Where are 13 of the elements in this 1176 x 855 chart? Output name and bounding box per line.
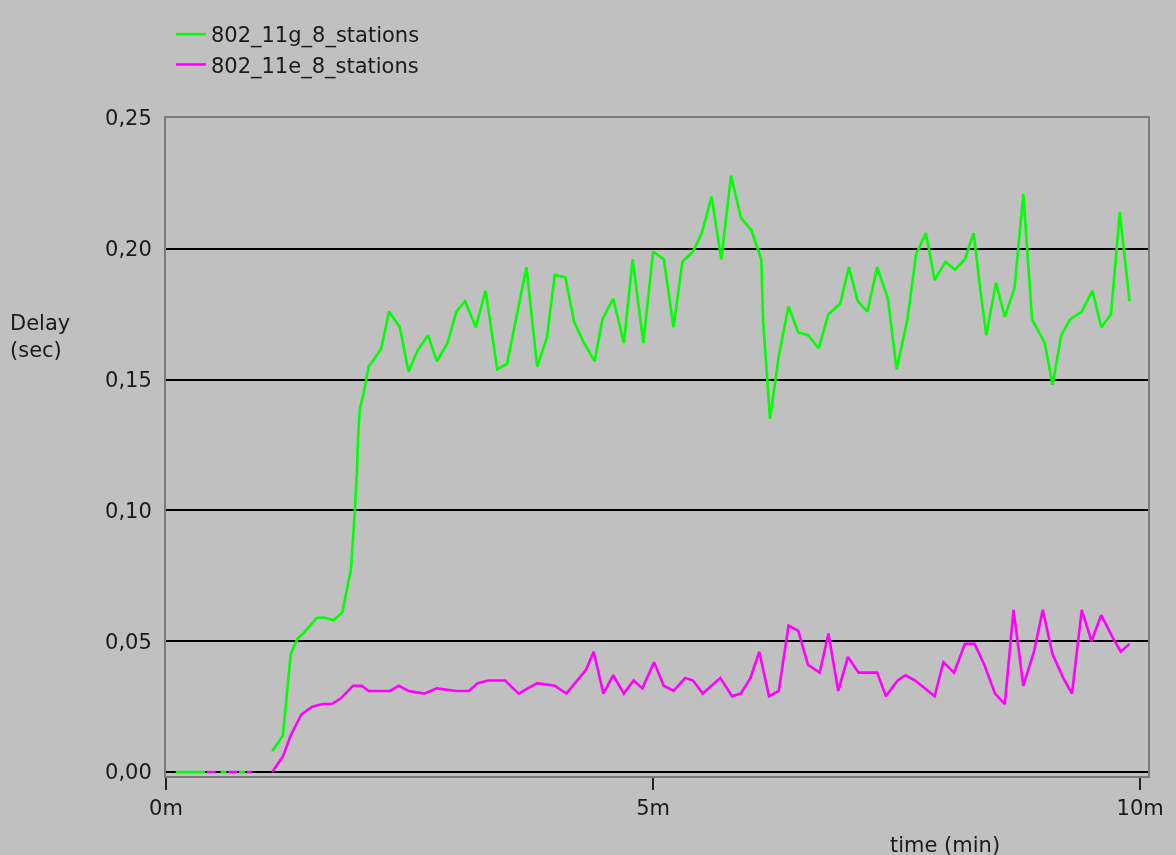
legend-label: 802_11g_8_stations bbox=[210, 23, 420, 49]
x-tick-label: 0m bbox=[149, 796, 183, 821]
x-tick-label: 5m bbox=[636, 796, 671, 821]
y-tick-label: 0,00 bbox=[105, 760, 152, 785]
y-tick-label: 0,20 bbox=[105, 237, 152, 262]
y-tick-label: 0,15 bbox=[105, 367, 152, 392]
x-axis-title: time (min) bbox=[890, 833, 1001, 855]
y-tick-label: 0,25 bbox=[105, 106, 152, 131]
y-tick-label: 0,10 bbox=[105, 498, 152, 523]
y-axis-title: Delay (sec) bbox=[10, 311, 71, 363]
y-tick-label: 0,05 bbox=[105, 629, 152, 654]
legend-label: 802_11e_8_stations bbox=[210, 53, 419, 79]
x-tick-label: 10m bbox=[1116, 796, 1164, 821]
